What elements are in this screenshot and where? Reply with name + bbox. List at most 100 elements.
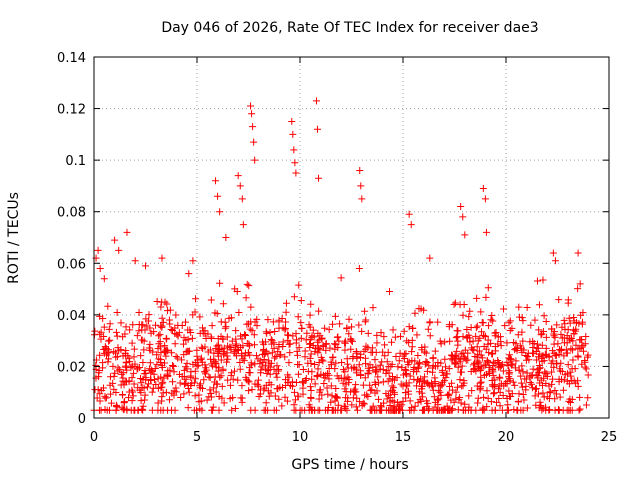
data-point-marker	[570, 377, 578, 385]
data-point-marker	[126, 358, 134, 366]
data-point-marker	[327, 398, 335, 406]
data-point-marker	[542, 317, 550, 325]
data-point-marker	[495, 395, 503, 403]
data-point-marker	[563, 339, 571, 347]
data-point-marker	[478, 328, 486, 336]
data-point-marker	[191, 392, 199, 400]
data-point-marker	[575, 406, 583, 414]
data-point-marker	[231, 404, 239, 412]
data-point-marker	[158, 254, 166, 262]
data-point-marker	[215, 364, 223, 372]
data-point-marker	[309, 326, 317, 334]
data-point-marker	[191, 375, 199, 383]
data-point-marker	[297, 296, 305, 304]
data-point-marker	[259, 347, 267, 355]
data-point-marker	[381, 341, 389, 349]
data-point-marker	[487, 398, 495, 406]
y-tick-label: 0.14	[57, 51, 86, 66]
data-point-marker	[540, 312, 548, 320]
data-point-marker	[252, 352, 260, 360]
data-point-marker	[168, 349, 176, 357]
data-point-marker	[207, 296, 215, 304]
data-point-marker	[364, 344, 372, 352]
data-point-marker	[481, 195, 489, 203]
data-point-marker	[218, 394, 226, 402]
data-point-marker	[215, 346, 223, 354]
data-point-marker	[457, 350, 465, 358]
data-point-marker	[580, 347, 588, 355]
data-point-marker	[512, 357, 520, 365]
data-point-marker	[263, 329, 271, 337]
data-point-marker	[357, 182, 365, 190]
data-point-marker	[173, 331, 181, 339]
data-point-marker	[566, 406, 574, 414]
data-point-marker	[201, 361, 209, 369]
data-point-marker	[314, 125, 322, 133]
data-point-marker	[155, 332, 163, 340]
data-point-marker	[496, 374, 504, 382]
data-point-marker	[378, 406, 386, 414]
data-point-marker	[361, 374, 369, 382]
data-point-marker	[339, 366, 347, 374]
data-point-marker	[550, 363, 558, 371]
data-point-marker	[187, 328, 195, 336]
data-point-marker	[450, 398, 458, 406]
data-point-marker	[256, 386, 264, 394]
data-point-marker	[273, 373, 281, 381]
data-point-marker	[148, 388, 156, 396]
data-point-marker	[238, 195, 246, 203]
data-point-marker	[219, 367, 227, 375]
data-point-marker	[344, 364, 352, 372]
data-point-marker	[426, 319, 434, 327]
data-point-marker	[246, 369, 254, 377]
data-point-marker	[262, 406, 270, 414]
data-point-marker	[314, 365, 322, 373]
data-point-marker	[469, 337, 477, 345]
data-point-marker	[495, 385, 503, 393]
data-point-marker	[558, 334, 566, 342]
data-point-marker	[356, 398, 364, 406]
data-point-marker	[327, 382, 335, 390]
data-point-marker	[271, 392, 279, 400]
data-point-marker	[549, 357, 557, 365]
data-point-marker	[541, 350, 549, 358]
data-point-marker	[154, 399, 162, 407]
data-point-marker	[137, 397, 145, 405]
data-point-marker	[212, 177, 220, 185]
data-point-marker	[195, 391, 203, 399]
data-point-marker	[214, 335, 222, 343]
data-point-marker	[452, 334, 460, 342]
data-point-marker	[520, 346, 528, 354]
data-point-marker	[286, 340, 294, 348]
data-point-marker	[336, 320, 344, 328]
data-point-marker	[582, 401, 590, 409]
data-point-marker	[559, 386, 567, 394]
data-point-marker	[535, 301, 543, 309]
data-point-marker	[366, 361, 374, 369]
data-point-marker	[194, 356, 202, 364]
data-point-marker	[230, 348, 238, 356]
data-point-marker	[399, 352, 407, 360]
data-point-marker	[177, 394, 185, 402]
data-point-marker	[180, 390, 188, 398]
data-point-marker	[189, 257, 197, 265]
data-point-marker	[515, 303, 523, 311]
data-point-marker	[220, 348, 228, 356]
data-point-marker	[106, 320, 114, 328]
data-point-marker	[379, 378, 387, 386]
data-point-marker	[456, 368, 464, 376]
data-point-marker	[415, 305, 423, 313]
data-point-marker	[213, 342, 221, 350]
data-point-marker	[272, 352, 280, 360]
data-point-marker	[418, 346, 426, 354]
data-point-marker	[246, 342, 254, 350]
data-point-marker	[123, 228, 131, 236]
data-point-marker	[306, 311, 314, 319]
data-point-marker	[238, 335, 246, 343]
data-point-marker	[343, 406, 351, 414]
data-point-marker	[454, 337, 462, 345]
data-point-marker	[424, 325, 432, 333]
data-point-marker	[505, 319, 513, 327]
data-point-marker	[368, 406, 376, 414]
data-point-marker	[191, 367, 199, 375]
